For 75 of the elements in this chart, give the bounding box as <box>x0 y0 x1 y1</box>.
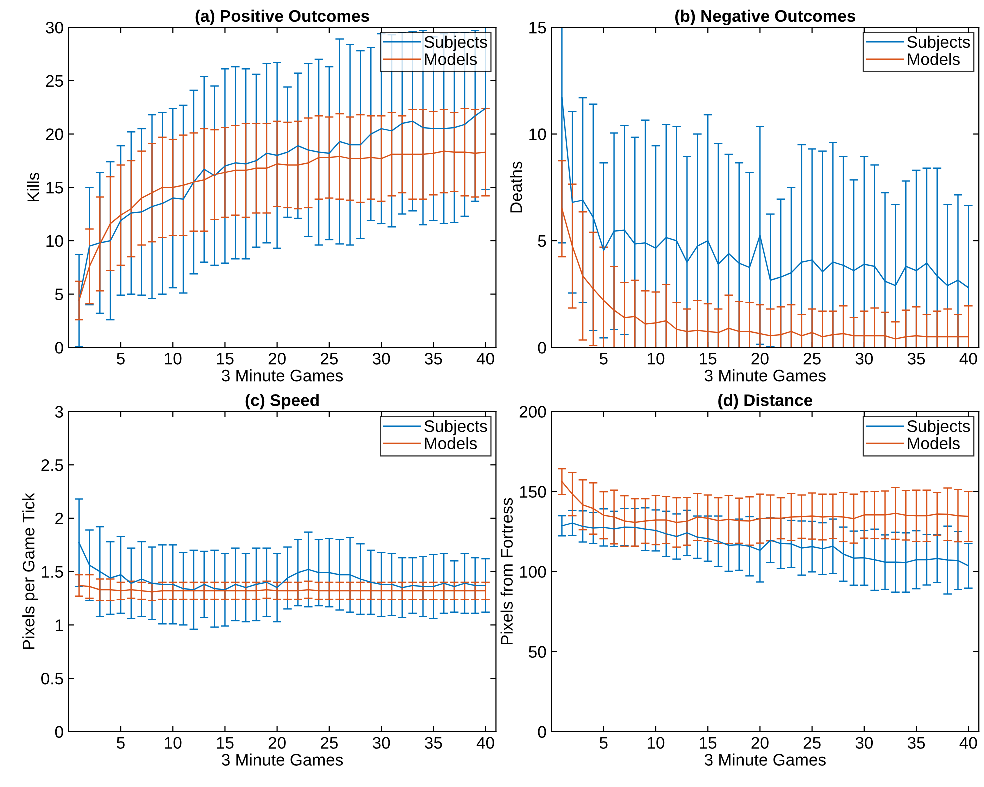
chart-title: (c) Speed <box>246 394 319 410</box>
y-axis-title: Kills <box>27 172 40 202</box>
x-tick-label: 30 <box>856 353 874 365</box>
x-tick-label: 5 <box>117 353 125 365</box>
legend-label: Models <box>425 53 478 66</box>
y-axis-title: Pixels from Fortress <box>500 498 514 645</box>
x-tick-label: 35 <box>908 737 926 750</box>
y-tick-label: 5 <box>538 236 546 248</box>
y-tick-label: 0.5 <box>42 672 64 685</box>
x-tick-label: 5 <box>600 737 608 750</box>
y-tick-label: 30 <box>46 22 64 34</box>
x-tick-label: 20 <box>752 353 769 365</box>
x-tick-label: 30 <box>856 737 874 750</box>
x-tick-label: 25 <box>321 737 338 750</box>
x-tick-label: 20 <box>268 737 286 750</box>
legend-label: Models <box>908 437 960 450</box>
x-axis-title: 3 Minute Games <box>704 754 826 766</box>
y-tick-label: 100 <box>520 566 546 578</box>
x-tick-label: 15 <box>217 353 234 365</box>
y-tick-label: 2.5 <box>42 460 64 472</box>
legend-label: Subjects <box>908 36 970 52</box>
x-tick-label: 40 <box>476 353 494 365</box>
y-tick-label: 1.5 <box>42 566 64 578</box>
y-tick-label: 200 <box>520 406 546 418</box>
y-tick-label: 0 <box>538 726 546 738</box>
x-tick-label: 20 <box>752 737 769 750</box>
x-tick-label: 35 <box>908 353 926 365</box>
y-tick-label: 10 <box>530 128 546 140</box>
legend-label: Models <box>908 53 960 66</box>
y-tick-label: 50 <box>529 646 546 658</box>
x-tick-label: 30 <box>372 353 390 365</box>
chart-title: (a) Positive Outcomes <box>196 10 370 26</box>
x-tick-label: 40 <box>476 737 494 750</box>
y-tick-label: 20 <box>46 128 64 140</box>
x-tick-label: 35 <box>425 353 442 365</box>
x-tick-label: 5 <box>600 353 608 365</box>
x-tick-label: 25 <box>804 737 821 750</box>
y-tick-label: 15 <box>530 22 546 34</box>
x-tick-label: 10 <box>648 737 665 750</box>
x-tick-label: 40 <box>960 353 978 365</box>
y-tick-label: 5 <box>55 288 64 301</box>
x-tick-label: 25 <box>321 353 338 365</box>
y-tick-label: 10 <box>46 235 64 248</box>
x-axis-title: 3 Minute Games <box>704 369 826 382</box>
legend-label: Models <box>425 437 478 450</box>
y-tick-label: 0 <box>538 342 546 354</box>
legend-label: Subjects <box>908 420 970 436</box>
x-tick-label: 30 <box>372 737 390 750</box>
y-tick-label: 150 <box>520 486 546 498</box>
x-tick-label: 10 <box>165 737 182 750</box>
x-tick-label: 15 <box>700 353 717 365</box>
y-tick-label: 3 <box>55 406 64 418</box>
y-tick-label: 1 <box>56 620 64 632</box>
x-tick-label: 25 <box>804 353 821 365</box>
y-tick-label: 2 <box>56 512 64 525</box>
x-axis-title: 3 Minute Games <box>222 754 344 766</box>
x-axis-title: 3 Minute Games <box>222 369 344 382</box>
y-tick-label: 0 <box>55 726 64 738</box>
y-axis-title: Pixels per Game Tick <box>22 493 38 650</box>
x-tick-label: 15 <box>217 737 234 750</box>
x-tick-label: 5 <box>117 737 125 750</box>
x-tick-label: 40 <box>960 737 978 750</box>
y-tick-label: 25 <box>46 75 64 88</box>
legend-label: Subjects <box>424 36 488 52</box>
y-axis-title: Deaths <box>510 162 522 213</box>
x-tick-label: 15 <box>700 737 717 750</box>
chart-title: (b) Negative Outcomes <box>675 10 856 26</box>
x-tick-label: 10 <box>648 353 665 365</box>
x-tick-label: 20 <box>268 353 286 365</box>
y-tick-label: 15 <box>46 182 64 194</box>
y-tick-label: 0 <box>55 342 64 354</box>
legend-label: Subjects <box>424 420 488 436</box>
x-tick-label: 35 <box>425 737 442 750</box>
x-tick-label: 10 <box>165 353 182 365</box>
chart-title: (d) Distance <box>718 394 813 410</box>
